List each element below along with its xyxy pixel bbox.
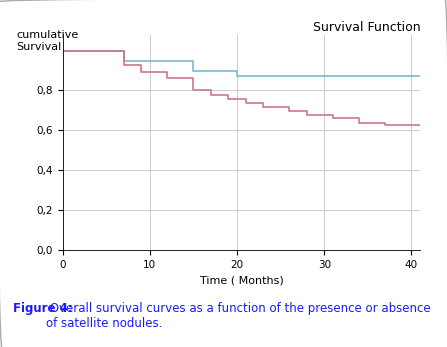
X-axis label: Time ( Months): Time ( Months)	[199, 275, 283, 285]
Text: Overall survival curves as a function of the presence or absence
of satellite no: Overall survival curves as a function of…	[46, 302, 430, 330]
Text: Figure 4:: Figure 4:	[13, 302, 73, 315]
Text: Survival Function: Survival Function	[312, 20, 420, 34]
Text: cumulative
Survival: cumulative Survival	[16, 31, 78, 52]
